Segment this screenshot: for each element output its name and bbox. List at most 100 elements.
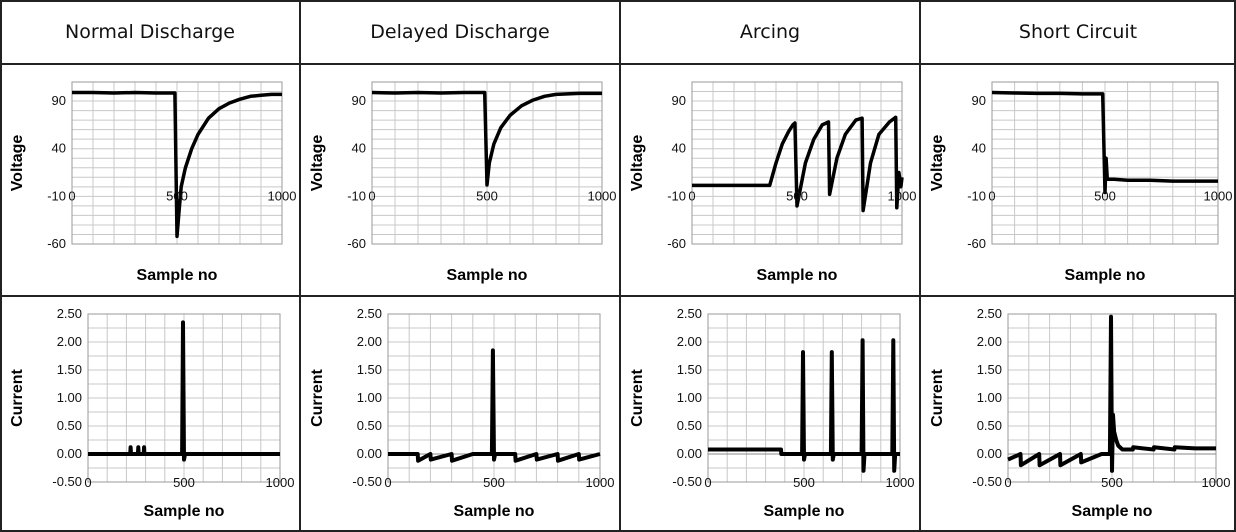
y-tick-label: -0.50 (972, 474, 1002, 489)
header-short-circuit: Short Circuit (1018, 21, 1138, 43)
header-arcing: Arcing (739, 21, 801, 43)
plot-area (707, 313, 901, 483)
x-tick-label: 0 (84, 475, 91, 490)
x-tick-label: 500 (1094, 188, 1116, 203)
y-axis-title: Voltage (929, 135, 946, 192)
y-axis-title: Current (629, 368, 646, 426)
x-axis-title: Sample no (1065, 267, 1146, 284)
y-tick-label: 90 (52, 93, 66, 108)
chart-voltage-1: 90 40 -10 -60 0 500 1000 Sample no Voltage (309, 81, 617, 284)
x-axis-title: Sample no (137, 267, 218, 284)
x-tick-label: 1000 (588, 188, 617, 203)
x-axis-title: Sample no (454, 503, 535, 520)
chart-current-1: 2.50 2.00 1.50 1.00 0.50 0.00 -0.50 0 500 1000 Sam… (309, 306, 615, 520)
x-tick-label: 1000 (586, 475, 615, 490)
plot-area (371, 81, 603, 245)
y-tick-label: -0.50 (672, 474, 702, 489)
y-tick-label: 90 (972, 93, 986, 108)
y-tick-label: 0.00 (57, 446, 82, 461)
plot-border (691, 81, 903, 245)
y-tick-label: 0.00 (357, 446, 382, 461)
y-tick-label: 40 (972, 141, 986, 156)
plot-border (71, 81, 283, 245)
plot-border (991, 81, 1219, 245)
y-tick-label: -0.50 (352, 474, 382, 489)
y-tick-label: -60 (47, 236, 66, 251)
x-tick-label: 500 (173, 475, 195, 490)
y-tick-label: -10 (667, 188, 686, 203)
x-axis-title: Sample no (757, 267, 838, 284)
x-tick-label: 1000 (268, 188, 297, 203)
y-tick-label: 2.00 (677, 334, 702, 349)
y-tick-label: 0.50 (57, 418, 82, 433)
x-tick-label: 0 (368, 188, 375, 203)
y-axis-title: Current (9, 368, 26, 426)
y-tick-label: 0.00 (977, 446, 1002, 461)
data-series-current (388, 348, 601, 463)
x-tick-label: 0 (1004, 475, 1011, 490)
plot-border (707, 313, 901, 483)
y-tick-label: 90 (352, 93, 366, 108)
y-tick-label: 0.50 (357, 418, 382, 433)
x-tick-label: 0 (68, 188, 75, 203)
data-series-current (88, 320, 280, 462)
y-axis-title: Voltage (9, 135, 26, 192)
y-tick-label: -10 (347, 188, 366, 203)
y-tick-label: -10 (47, 188, 66, 203)
data-series-voltage (371, 90, 602, 187)
y-tick-label: -60 (967, 236, 986, 251)
header-delayed-discharge: Delayed Discharge (370, 21, 550, 43)
y-tick-label: 1.50 (357, 362, 382, 377)
y-tick-label: 0.50 (677, 418, 702, 433)
y-tick-label: 40 (52, 141, 66, 156)
header-normal-discharge: Normal Discharge (65, 21, 235, 43)
data-series-voltage (991, 90, 1218, 195)
plot-area (387, 313, 601, 483)
plot-area (991, 81, 1219, 245)
plot-area (1007, 313, 1217, 483)
x-tick-label: 1000 (888, 188, 917, 203)
y-tick-label: 90 (672, 93, 686, 108)
y-tick-label: 2.00 (977, 334, 1002, 349)
data-series-voltage (692, 115, 904, 213)
chart-voltage-2: 90 40 -10 -60 0 500 1000 Sample no Voltage (629, 81, 917, 284)
y-tick-label: 1.50 (977, 362, 1002, 377)
x-tick-label: 500 (793, 475, 815, 490)
y-tick-label: -60 (347, 236, 366, 251)
x-tick-label: 1000 (1204, 188, 1233, 203)
y-tick-label: -10 (967, 188, 986, 203)
y-tick-label: -60 (667, 236, 686, 251)
plot-area (691, 81, 904, 245)
y-tick-label: 0.00 (677, 446, 702, 461)
plot-border (387, 313, 601, 483)
y-axis-title: Current (929, 368, 946, 426)
y-axis-title: Voltage (629, 135, 646, 192)
x-tick-label: 500 (1101, 475, 1123, 490)
y-tick-label: 2.50 (677, 306, 702, 321)
plot-border (371, 81, 603, 245)
x-tick-label: 500 (786, 188, 808, 203)
y-axis-title: Current (309, 368, 326, 426)
y-tick-label: 2.00 (57, 334, 82, 349)
x-tick-label: 0 (384, 475, 391, 490)
x-tick-label: 1000 (266, 475, 295, 490)
data-series-current (1007, 314, 1216, 473)
chart-current-3: 2.50 2.00 1.50 1.00 0.50 0.00 -0.50 0 500 1000 Sam… (929, 306, 1230, 520)
data-series-voltage (72, 90, 282, 239)
x-axis-title: Sample no (1072, 503, 1153, 520)
x-axis-title: Sample no (764, 503, 845, 520)
y-tick-label: 2.50 (57, 306, 82, 321)
chart-current-2: 2.50 2.00 1.50 1.00 0.50 0.00 -0.50 0 500 1000 Sam… (629, 306, 914, 520)
x-axis-title: Sample no (447, 267, 528, 284)
data-series-current (708, 338, 900, 473)
y-tick-label: 1.00 (357, 390, 382, 405)
chart-voltage-0: 90 40 -10 -60 0 500 1000 Sample no Voltage (9, 81, 297, 284)
y-axis-title: Voltage (309, 135, 326, 192)
chart-voltage-3: 90 40 -10 -60 0 500 1000 Sample no Voltage (929, 81, 1233, 284)
plot-border (87, 313, 281, 483)
chart-current-0: 2.50 2.00 1.50 1.00 0.50 0.00 -0.50 0 500 1000 Sam… (9, 306, 295, 520)
y-tick-label: 0.50 (977, 418, 1002, 433)
